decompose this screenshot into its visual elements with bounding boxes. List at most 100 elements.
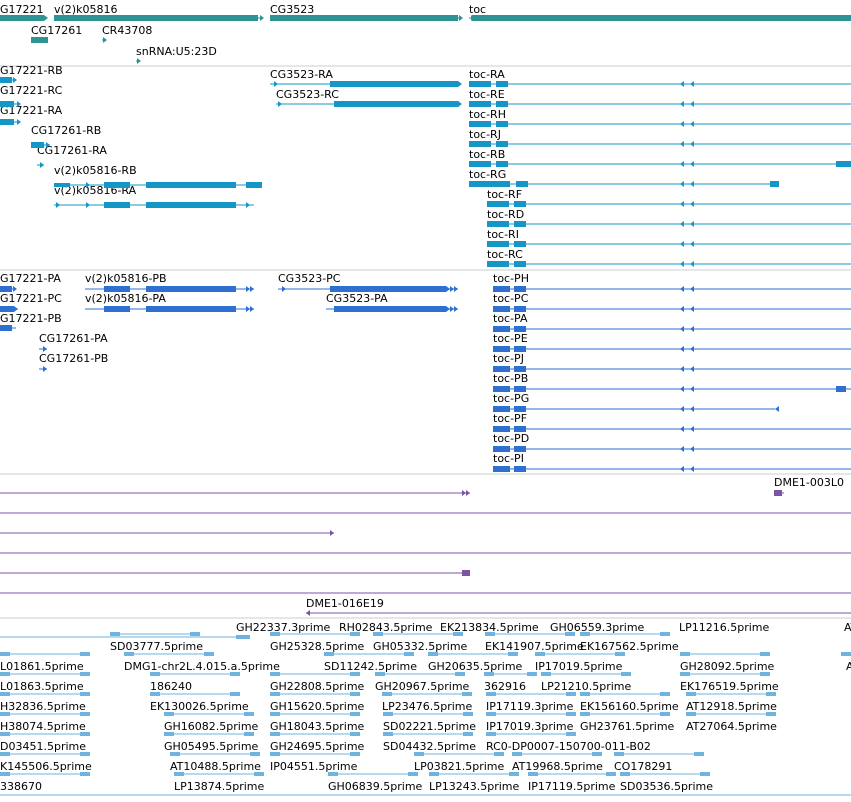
transcript-label[interactable]: toc-RJ [469,128,501,141]
cdna-est-label[interactable]: D03451.5prime [0,740,86,753]
transcript-label[interactable]: toc-RB [469,148,505,161]
cdna-est-feature[interactable] [164,712,254,716]
protein-label[interactable]: toc-PD [493,432,529,445]
protein-feature[interactable] [326,306,458,312]
cdna-est-feature[interactable] [0,712,90,716]
cdna-est-label[interactable]: IP17019.5prime [535,660,623,673]
protein-label[interactable]: v(2)k05816-PB [85,272,167,285]
cdna-est-label[interactable]: EK213834.5prime [440,621,539,634]
protein-feature[interactable] [493,366,851,372]
cdna-est-label[interactable]: A [846,660,851,673]
protein-feature[interactable] [493,426,851,432]
transcript-feature[interactable] [0,101,21,107]
cdna-est-label[interactable]: LP21210.5prime [541,680,632,693]
gene-feature[interactable] [31,37,48,43]
cdna-est-label[interactable]: AT10488.5prime [170,760,261,773]
cdna-est-feature[interactable] [270,692,360,696]
cdna-est-label[interactable]: GH06839.5prime [328,780,423,793]
cdna-est-feature[interactable] [486,692,576,696]
transcript-feature[interactable] [37,162,44,168]
cdna-est-label[interactable]: IP04551.5prime [270,760,358,773]
protein-label[interactable]: toc-PH [493,272,529,285]
protein-feature[interactable] [493,406,779,412]
cdna-est-label[interactable]: GH05495.5prime [164,740,259,753]
cdna-est-label[interactable]: SD03536.5prime [620,780,713,793]
gene-label[interactable]: CR43708 [102,24,152,37]
protein-label[interactable]: toc-PI [493,452,524,465]
protein-label[interactable]: toc-PG [493,392,529,405]
transcript-feature[interactable] [469,141,851,147]
gene-feature[interactable] [0,15,48,21]
cdna-est-feature[interactable] [174,772,264,776]
cdna-est-feature[interactable] [620,772,710,776]
cdna-est-label[interactable]: IP17119.3prime [486,700,574,713]
gene-label[interactable]: CG17261 [31,24,82,37]
cdna-est-label[interactable]: SD11242.5prime [324,660,417,673]
transcript-label[interactable]: toc-RE [469,88,505,101]
transcript-label[interactable]: CG17261-RA [37,144,107,157]
cdna-est-label[interactable]: GH18043.5prime [270,720,365,733]
cdna-est-feature[interactable] [270,712,360,716]
cdna-est-label[interactable]: K145506.5prime [0,760,92,773]
cdna-est-label[interactable]: GH05332.5prime [373,640,468,653]
cdna-est-label[interactable]: SD02221.5prime [383,720,476,733]
protein-feature[interactable] [493,286,851,292]
cdna-est-label[interactable]: 186240 [150,680,192,693]
cdna-est-feature[interactable] [383,712,473,716]
transcript-label[interactable]: toc-RC [487,248,523,261]
cdna-est-feature[interactable] [414,752,504,756]
cdna-est-feature[interactable] [680,672,770,676]
protein-label[interactable]: G17221-PB [0,312,62,325]
cdna-est-label[interactable]: LP13874.5prime [174,780,265,793]
cdna-est-label[interactable]: L01861.5prime [0,660,84,673]
gene-label[interactable]: snRNA:U5:23D [136,45,217,58]
protein-label[interactable]: toc-PB [493,372,528,385]
protein-feature[interactable] [0,286,17,292]
cdna-est-label[interactable]: EK167562.5prime [580,640,679,653]
transcript-label[interactable]: toc-RG [469,168,506,181]
transcript-feature[interactable] [469,121,851,127]
cdna-est-feature[interactable] [512,752,602,756]
transcript-feature[interactable] [469,81,851,87]
cdna-est-feature[interactable] [686,692,776,696]
cdna-est-feature[interactable] [580,692,670,696]
gene-label[interactable]: toc [469,3,486,16]
transcript-label[interactable]: toc-RD [487,208,524,221]
cdna-est-label[interactable]: GH22337.3prime [236,621,331,634]
gene-feature[interactable] [54,15,264,21]
transcript-feature[interactable] [276,101,462,107]
cdna-est-feature[interactable] [841,652,851,656]
cdna-est-label[interactable]: L01863.5prime [0,680,84,693]
gene-label[interactable]: CG3523 [270,3,314,16]
cdna-est-label[interactable]: IP17019.3prime [486,720,574,733]
cdna-est-label[interactable]: LP23476.5prime [382,700,473,713]
transcript-label[interactable]: toc-RF [487,188,522,201]
cdna-est-feature[interactable] [124,652,214,656]
cdna-est-feature[interactable] [270,632,360,636]
cdna-est-label[interactable]: GH20967.5prime [375,680,470,693]
transcript-feature[interactable] [469,101,851,107]
est-feature[interactable] [306,610,851,616]
protein-label[interactable]: toc-PC [493,292,529,305]
cdna-est-label[interactable]: SD04432.5prime [383,740,476,753]
cdna-est-feature[interactable] [382,692,472,696]
cdna-est-label[interactable]: AT [844,621,851,634]
cdna-est-feature[interactable] [375,672,465,676]
cdna-est-feature[interactable] [686,712,776,716]
cdna-est-label[interactable]: GH06559.3prime [550,621,645,634]
cdna-est-feature[interactable] [0,692,90,696]
cdna-est-feature[interactable] [535,652,625,656]
protein-label[interactable]: v(2)k05816-PA [85,292,166,305]
transcript-label[interactable]: toc-RH [469,108,506,121]
protein-label[interactable]: toc-PE [493,332,528,345]
cdna-est-label[interactable]: DMG1-chr2L.4.015.a.5prime [124,660,280,673]
cdna-est-label[interactable]: H32836.5prime [0,700,86,713]
cdna-est-label[interactable]: GH16082.5prime [164,720,259,733]
cdna-est-feature[interactable] [486,712,576,716]
protein-label[interactable]: toc-PJ [493,352,524,365]
cdna-est-label[interactable]: GH23761.5prime [580,720,675,733]
cdna-est-label[interactable]: EK176519.5prime [680,680,779,693]
cdna-est-label[interactable]: GH15620.5prime [270,700,365,713]
est-feature[interactable] [0,530,334,536]
cdna-est-feature[interactable] [428,652,518,656]
